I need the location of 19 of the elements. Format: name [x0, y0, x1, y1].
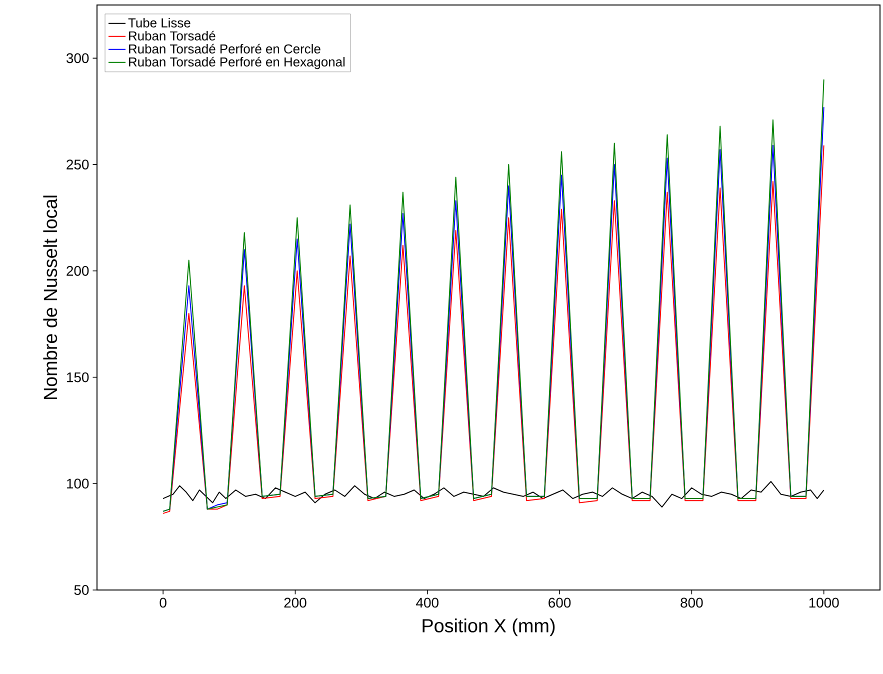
y-axis-title: Nombre de Nusselt local — [43, 196, 58, 400]
x-tick-label: 800 — [680, 598, 703, 608]
x-axis-title: Position X (mm) — [422, 618, 555, 636]
legend-label: Ruban Torsadé — [129, 30, 216, 40]
y-tick-label: 150 — [67, 372, 89, 382]
x-tick-label: 1000 — [809, 598, 839, 608]
x-tick-label: 400 — [416, 598, 438, 608]
x-tick-label: 0 — [160, 598, 166, 608]
y-tick-label: 250 — [66, 160, 89, 170]
y-tick-label: 300 — [66, 53, 89, 64]
x-tick-label: 600 — [548, 598, 571, 608]
legend-label: Tube Lisse — [128, 18, 190, 28]
line-series — [162, 481, 824, 508]
x-tick-label: 200 — [284, 598, 306, 608]
y-tick-label: 200 — [66, 266, 89, 276]
y-tick-label: 100 — [67, 478, 89, 489]
legend-label: Ruban Torsadé Perforé en Hexagonal — [129, 56, 345, 70]
legend-label: Ruban Torsadé Perforé en Cercle — [129, 44, 320, 54]
y-tick-label: 50 — [74, 585, 89, 595]
